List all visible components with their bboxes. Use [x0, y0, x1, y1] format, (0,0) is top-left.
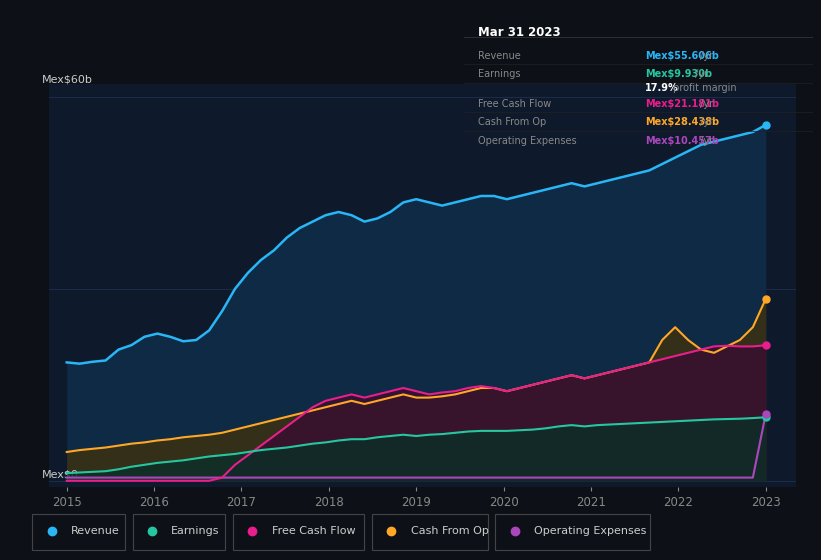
Text: Mex$10.457b: Mex$10.457b [645, 137, 719, 146]
Text: /yr: /yr [697, 99, 713, 109]
Text: Free Cash Flow: Free Cash Flow [478, 99, 551, 109]
Text: Free Cash Flow: Free Cash Flow [272, 526, 355, 536]
Text: Operating Expenses: Operating Expenses [478, 137, 576, 146]
Text: Operating Expenses: Operating Expenses [534, 526, 646, 536]
Text: /yr: /yr [697, 137, 713, 146]
Text: Mex$21.181b: Mex$21.181b [645, 99, 719, 109]
Text: Mex$55.606b: Mex$55.606b [645, 50, 719, 60]
Text: Earnings: Earnings [172, 526, 220, 536]
Text: /yr: /yr [697, 50, 713, 60]
Text: profit margin: profit margin [670, 82, 736, 92]
Text: Revenue: Revenue [478, 50, 521, 60]
Text: Cash From Op: Cash From Op [478, 118, 546, 128]
Text: Mex$0: Mex$0 [42, 469, 79, 479]
Text: Revenue: Revenue [71, 526, 120, 536]
Text: 17.9%: 17.9% [645, 82, 679, 92]
Text: /yr: /yr [692, 69, 709, 80]
Text: Mex$9.930b: Mex$9.930b [645, 69, 713, 80]
Text: /yr: /yr [697, 118, 713, 128]
Text: Mex$28.438b: Mex$28.438b [645, 118, 719, 128]
Text: Mar 31 2023: Mar 31 2023 [478, 26, 561, 39]
Text: Earnings: Earnings [478, 69, 521, 80]
Text: Cash From Op: Cash From Op [410, 526, 488, 536]
Text: Mex$60b: Mex$60b [42, 74, 93, 84]
